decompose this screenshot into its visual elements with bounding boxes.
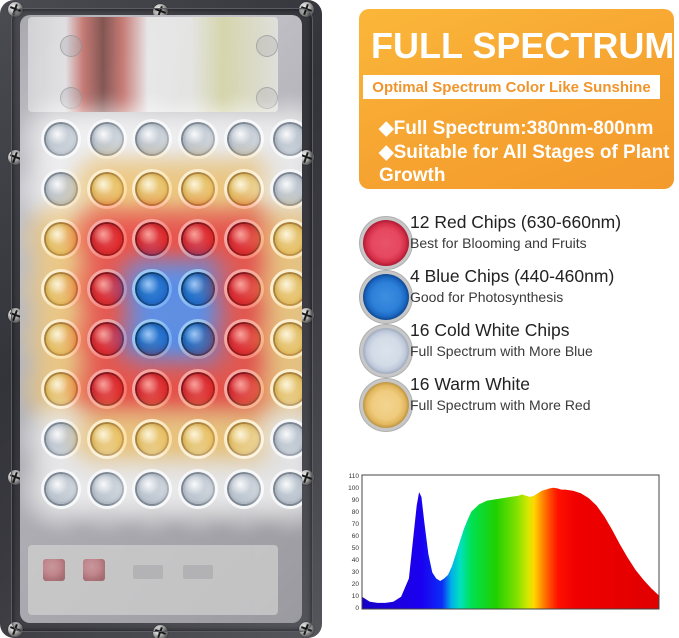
svg-text:100: 100 <box>348 485 359 492</box>
svg-text:40: 40 <box>352 557 360 564</box>
svg-text:60: 60 <box>352 533 360 540</box>
svg-text:110: 110 <box>349 473 360 480</box>
svg-text:80: 80 <box>352 509 360 516</box>
svg-text:20: 20 <box>352 581 360 588</box>
svg-text:50: 50 <box>352 545 360 552</box>
svg-text:90: 90 <box>352 497 360 504</box>
svg-text:0: 0 <box>355 605 359 611</box>
svg-text:10: 10 <box>352 593 360 600</box>
svg-text:70: 70 <box>352 521 360 528</box>
svg-text:30: 30 <box>352 569 360 576</box>
